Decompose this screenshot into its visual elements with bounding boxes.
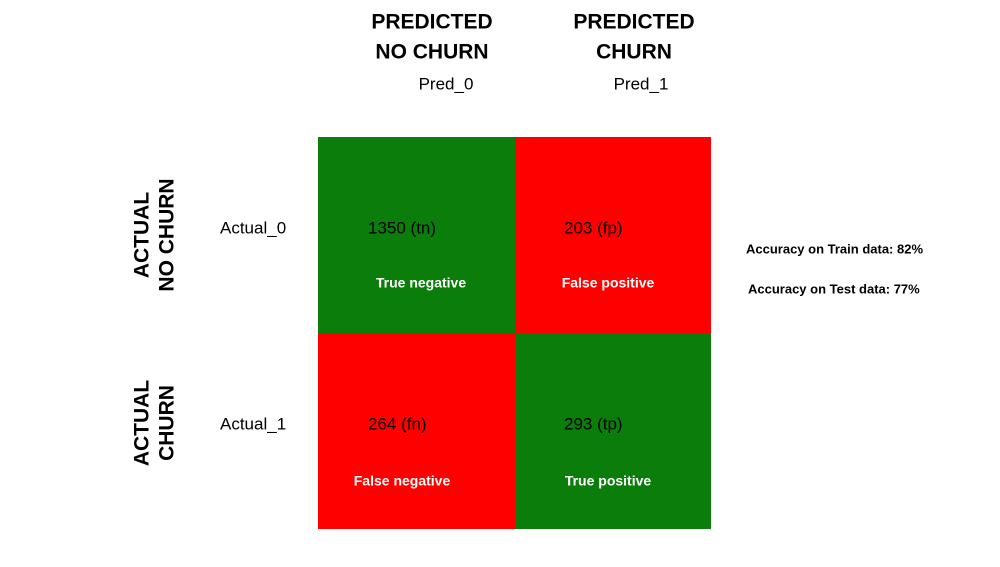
column-title: CHURN [596, 41, 672, 64]
row-title: ACTUAL [131, 380, 154, 466]
column-label: Pred_0 [419, 74, 474, 93]
cell [515, 137, 711, 333]
row-label: Actual_1 [220, 414, 286, 433]
column-title: PREDICTED [371, 11, 492, 34]
cell-value: 264 (fn) [368, 414, 427, 433]
matrix: 1350 (tn) True negative 203 (fp) False p… [318, 137, 711, 529]
row-title: ACTUAL [131, 192, 154, 278]
column-title: NO CHURN [375, 41, 488, 64]
accuracy-note: Accuracy on Train data: 82% [746, 241, 923, 256]
cell [515, 333, 711, 529]
cell-caption: True positive [565, 473, 652, 489]
column-headers: PREDICTED NO CHURN Pred_0 PREDICTED CHUR… [371, 11, 694, 94]
cell [318, 137, 515, 333]
cell-caption: False negative [354, 473, 451, 489]
cell-value: 203 (fp) [564, 218, 623, 237]
cell-caption: True negative [376, 275, 466, 291]
accuracy-note: Accuracy on Test data: 77% [748, 281, 920, 296]
row-label: Actual_0 [220, 218, 286, 237]
column-label: Pred_1 [614, 74, 669, 93]
cell [318, 333, 515, 529]
column-title: PREDICTED [573, 11, 694, 34]
notes: Accuracy on Train data: 82% Accuracy on … [746, 241, 923, 296]
cell-value: 1350 (tn) [368, 218, 436, 237]
row-title: NO CHURN [156, 178, 179, 291]
row-title: CHURN [156, 385, 179, 461]
cell-caption: False positive [562, 275, 655, 291]
row-headers: ACTUAL NO CHURN Actual_0 ACTUAL CHURN Ac… [131, 178, 287, 466]
cell-value: 293 (tp) [564, 414, 623, 433]
